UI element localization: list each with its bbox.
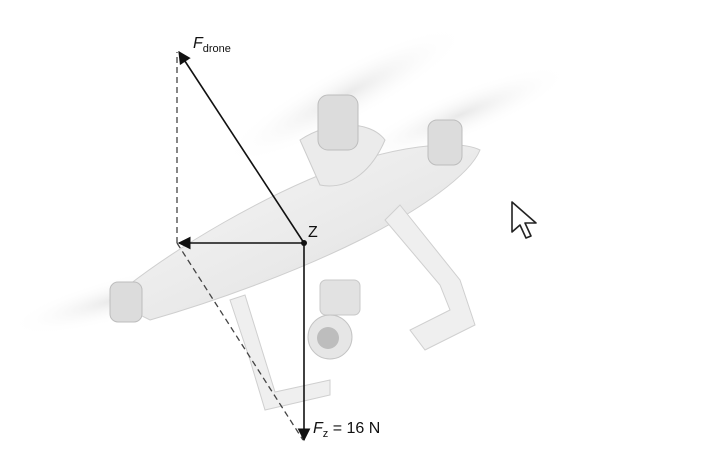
label-f-drone-subscript: drone <box>202 43 231 55</box>
drone-body <box>109 144 481 321</box>
dashed-projection-diagonal <box>176 242 304 441</box>
drone-illustration <box>8 24 572 411</box>
camera-lens <box>317 327 339 349</box>
vector-f-drone <box>178 50 305 244</box>
propeller-blur-right <box>348 64 572 166</box>
point-z-dot <box>301 240 307 246</box>
motor-top <box>317 94 359 151</box>
label-point-z: Z <box>308 224 318 241</box>
landing-gear-right <box>384 204 476 351</box>
label-f-z-value: = 16 N <box>332 420 381 437</box>
motor-left <box>109 281 143 323</box>
label-f-z-subscript: z <box>322 428 329 440</box>
motor-right <box>427 119 463 166</box>
label-f-drone: Fdrone <box>193 36 231 55</box>
label-f-z-symbol: F <box>313 420 323 437</box>
force-vectors <box>176 50 311 442</box>
mouse-pointer-icon <box>511 201 537 239</box>
label-f-z: Fz = 16 N <box>313 421 380 440</box>
gimbal <box>319 279 361 316</box>
label-f-drone-symbol: F <box>193 35 203 52</box>
landing-gear-left <box>229 294 331 411</box>
